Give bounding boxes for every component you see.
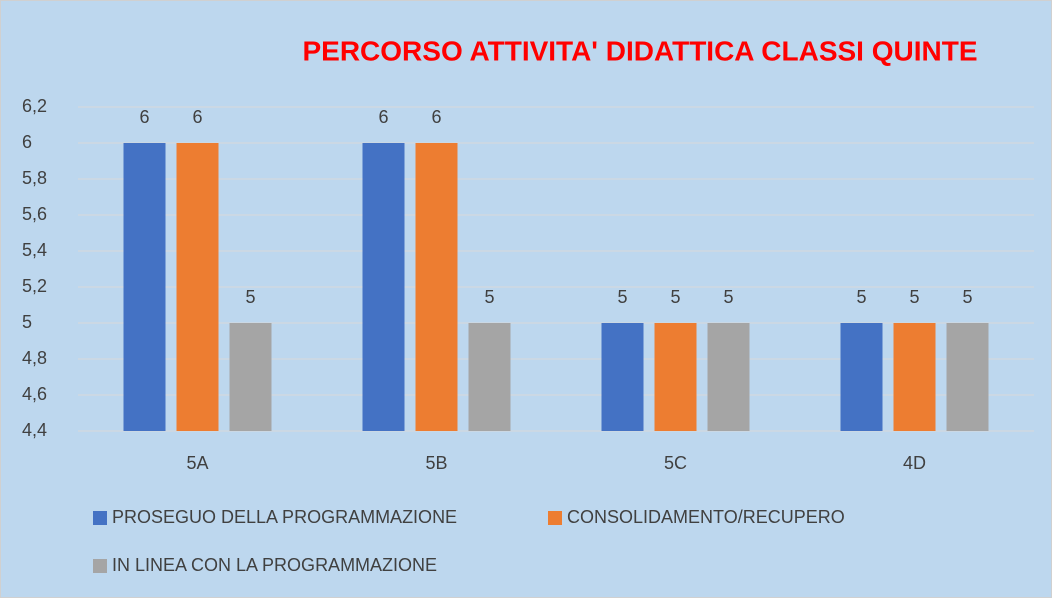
data-label: 5 — [617, 287, 627, 307]
data-label: 6 — [431, 107, 441, 127]
data-label: 5 — [909, 287, 919, 307]
legend-label: CONSOLIDAMENTO/RECUPERO — [567, 507, 845, 527]
legend-label: IN LINEA CON LA PROGRAMMAZIONE — [112, 555, 437, 575]
bar — [468, 323, 511, 431]
chart-title: PERCORSO ATTIVITA' DIDATTICA CLASSI QUIN… — [302, 35, 977, 66]
y-tick-label: 4,8 — [22, 348, 47, 368]
legend-swatch — [93, 511, 107, 525]
data-label: 5 — [962, 287, 972, 307]
bar — [176, 143, 219, 431]
data-label: 6 — [139, 107, 149, 127]
data-label: 6 — [378, 107, 388, 127]
y-tick-label: 5,2 — [22, 276, 47, 296]
bar — [654, 323, 697, 431]
y-tick-label: 5 — [22, 312, 32, 332]
bar — [946, 323, 989, 431]
bar — [840, 323, 883, 431]
bar — [229, 323, 272, 431]
bar — [893, 323, 936, 431]
data-label: 5 — [484, 287, 494, 307]
bar — [707, 323, 750, 431]
y-tick-label: 6 — [22, 132, 32, 152]
legend-swatch — [93, 559, 107, 573]
data-label: 5 — [245, 287, 255, 307]
bar — [601, 323, 644, 431]
x-tick-label: 5C — [664, 453, 687, 473]
y-tick-label: 5,6 — [22, 204, 47, 224]
bar — [415, 143, 458, 431]
x-tick-label: 5A — [186, 453, 208, 473]
x-tick-label: 5B — [425, 453, 447, 473]
y-tick-label: 5,4 — [22, 240, 47, 260]
bar — [123, 143, 166, 431]
data-label: 6 — [192, 107, 202, 127]
data-label: 5 — [670, 287, 680, 307]
y-tick-label: 4,6 — [22, 384, 47, 404]
bar — [362, 143, 405, 431]
y-tick-label: 5,8 — [22, 168, 47, 188]
data-label: 5 — [856, 287, 866, 307]
legend-swatch — [548, 511, 562, 525]
y-tick-label: 6,2 — [22, 96, 47, 116]
data-label: 5 — [723, 287, 733, 307]
legend-label: PROSEGUO DELLA PROGRAMMAZIONE — [112, 507, 457, 527]
y-tick-label: 4,4 — [22, 420, 47, 440]
x-tick-label: 4D — [903, 453, 926, 473]
